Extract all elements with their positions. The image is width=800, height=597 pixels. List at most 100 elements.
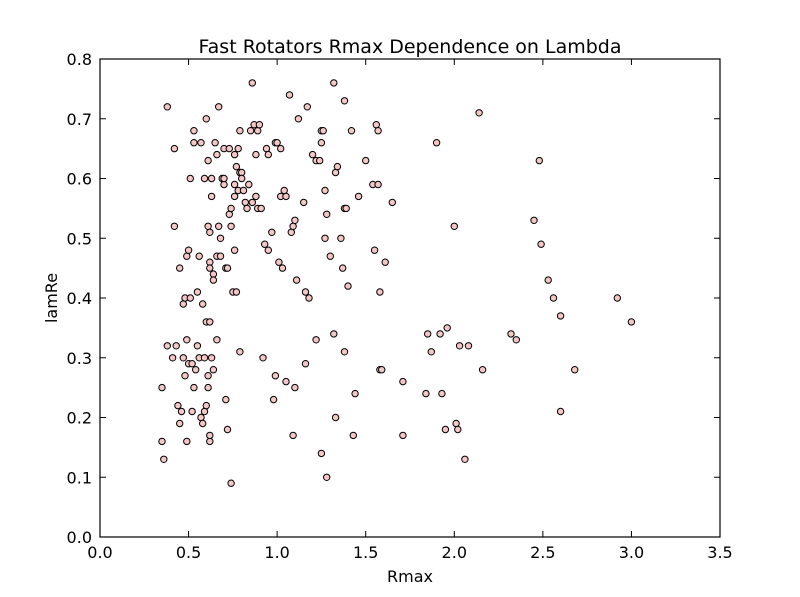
data-point-77 xyxy=(268,228,276,237)
data-point-54 xyxy=(234,144,242,153)
data-point-163 xyxy=(269,395,278,404)
data-point-136 xyxy=(181,372,189,380)
data-point-27 xyxy=(209,270,218,278)
data-point-33 xyxy=(215,222,223,231)
data-point-196 xyxy=(478,366,487,374)
y-tick-label-1: 0.1 xyxy=(67,468,92,487)
data-point-178 xyxy=(378,366,386,374)
data-point-49 xyxy=(230,192,239,201)
data-point-72 xyxy=(257,204,265,213)
data-point-151 xyxy=(204,383,212,392)
data-point-52 xyxy=(232,162,241,171)
data-point-50 xyxy=(230,246,239,254)
data-point-127 xyxy=(158,437,166,446)
data-point-204 xyxy=(556,312,565,320)
data-point-93 xyxy=(301,288,310,296)
data-point-75 xyxy=(264,246,272,254)
data-point-189 xyxy=(450,222,458,231)
data-point-181 xyxy=(422,389,430,398)
chart-title: Fast Rotators Rmax Dependence on Lambda xyxy=(198,36,621,58)
data-point-108 xyxy=(333,162,342,171)
data-point-160 xyxy=(227,479,235,487)
data-point-8 xyxy=(186,294,195,302)
data-point-188 xyxy=(443,324,451,332)
data-point-76 xyxy=(264,150,272,159)
data-point-115 xyxy=(347,127,356,135)
data-point-153 xyxy=(206,437,214,446)
data-point-86 xyxy=(285,91,294,99)
data-point-26 xyxy=(207,192,216,201)
data-point-59 xyxy=(239,186,248,195)
data-point-122 xyxy=(374,180,382,189)
data-point-1 xyxy=(170,144,179,153)
data-point-132 xyxy=(174,401,182,410)
data-point-11 xyxy=(190,139,198,147)
data-point-71 xyxy=(255,121,264,129)
data-point-121 xyxy=(374,127,382,135)
data-point-113 xyxy=(342,204,350,213)
data-point-197 xyxy=(507,330,515,338)
data-point-185 xyxy=(436,330,444,338)
data-point-110 xyxy=(339,264,347,272)
y-tick-label-5: 0.5 xyxy=(67,229,92,248)
data-point-144 xyxy=(193,342,202,350)
data-point-79 xyxy=(273,139,281,147)
data-point-87 xyxy=(287,228,295,237)
data-point-171 xyxy=(323,473,331,481)
data-point-194 xyxy=(464,342,473,350)
x-tick-label-7: 3.5 xyxy=(707,543,732,562)
data-point-60 xyxy=(241,198,250,207)
data-point-202 xyxy=(544,276,552,284)
data-point-137 xyxy=(183,437,191,446)
data-point-28 xyxy=(209,276,218,284)
data-point-22 xyxy=(206,264,214,272)
data-point-57 xyxy=(238,168,246,177)
x-tick-label-5: 2.5 xyxy=(530,543,555,562)
data-point-80 xyxy=(275,258,283,266)
data-point-193 xyxy=(461,455,469,463)
y-tick-label-2: 0.2 xyxy=(67,409,92,428)
data-point-124 xyxy=(381,258,389,266)
y-tick-label-8: 0.8 xyxy=(67,50,92,69)
data-point-98 xyxy=(316,156,324,165)
data-point-130 xyxy=(168,354,177,362)
data-point-120 xyxy=(372,121,380,129)
data-point-63 xyxy=(246,127,255,135)
data-point-207 xyxy=(613,294,621,302)
data-point-186 xyxy=(438,389,446,398)
data-point-109 xyxy=(337,234,345,243)
data-point-199 xyxy=(530,216,538,225)
data-point-68 xyxy=(252,192,260,201)
data-point-95 xyxy=(305,294,313,302)
data-point-41 xyxy=(223,264,232,272)
data-point-206 xyxy=(571,366,579,374)
data-point-103 xyxy=(321,234,329,243)
y-axis-label: lamRe xyxy=(42,273,61,323)
y-tick-label-6: 0.6 xyxy=(67,170,92,189)
data-point-69 xyxy=(254,127,262,135)
data-point-161 xyxy=(236,348,244,356)
data-point-169 xyxy=(312,336,320,344)
data-point-175 xyxy=(349,431,357,440)
data-point-143 xyxy=(192,366,200,374)
data-point-47 xyxy=(230,150,239,159)
data-point-90 xyxy=(292,276,301,284)
data-point-85 xyxy=(282,192,290,201)
data-point-126 xyxy=(158,383,166,392)
data-point-156 xyxy=(209,366,218,374)
data-point-38 xyxy=(220,180,228,189)
data-point-106 xyxy=(330,79,338,87)
data-point-168 xyxy=(301,360,310,368)
data-point-19 xyxy=(204,222,212,231)
data-point-180 xyxy=(399,431,407,440)
x-tick-label-4: 2.0 xyxy=(442,543,467,562)
data-point-200 xyxy=(535,156,543,165)
data-point-9 xyxy=(186,174,195,183)
data-point-18 xyxy=(202,115,211,123)
data-point-104 xyxy=(323,210,331,219)
data-point-179 xyxy=(399,377,407,386)
data-point-91 xyxy=(294,115,303,123)
data-point-111 xyxy=(340,97,349,105)
data-point-23 xyxy=(206,228,214,237)
data-point-208 xyxy=(627,318,636,326)
